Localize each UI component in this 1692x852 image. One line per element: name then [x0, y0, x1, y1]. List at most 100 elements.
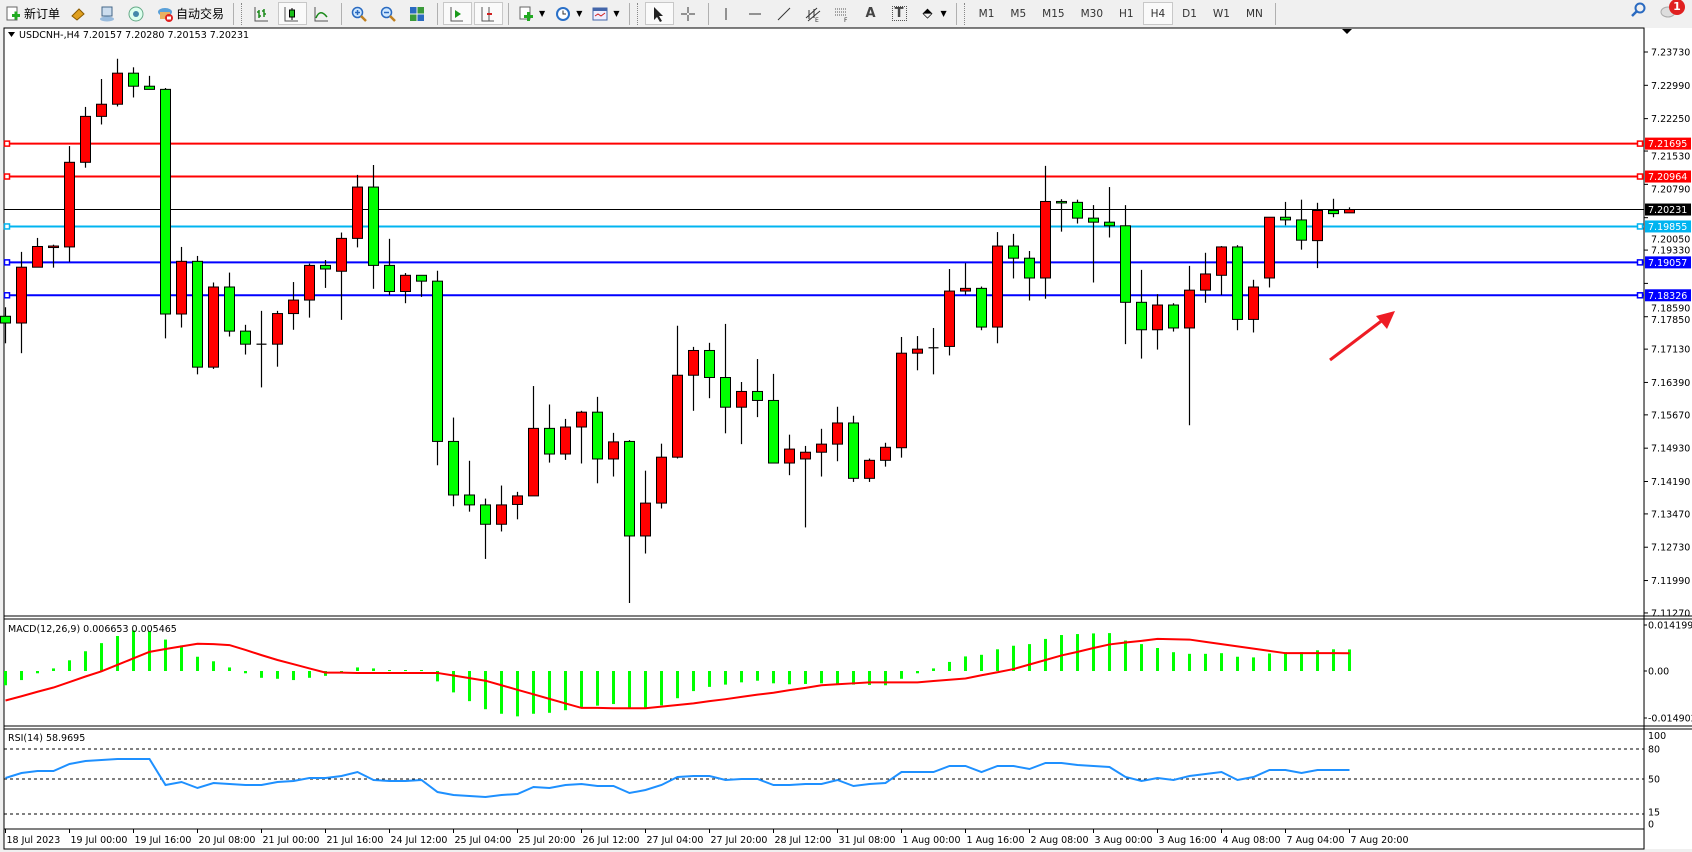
candle[interactable] — [896, 336, 907, 458]
rsi-pane[interactable]: 100 80 50 150 — [4, 731, 1666, 831]
candle[interactable] — [1072, 199, 1083, 224]
equidistant-channel-button[interactable]: E — [801, 2, 828, 25]
candle[interactable] — [656, 443, 667, 509]
line-handle[interactable] — [3, 259, 11, 266]
candle[interactable] — [192, 255, 203, 375]
candle[interactable] — [512, 491, 523, 520]
candle[interactable] — [496, 485, 507, 532]
candle[interactable] — [1264, 216, 1275, 288]
candle[interactable] — [1040, 165, 1051, 299]
candle[interactable] — [16, 251, 27, 354]
line-handle[interactable] — [1636, 259, 1644, 266]
candlestick-button[interactable] — [278, 2, 308, 25]
candle[interactable] — [240, 324, 251, 355]
zoom-out-button[interactable] — [376, 2, 403, 25]
chart-shift-marker-icon[interactable] — [1342, 29, 1352, 34]
timeframe-m15[interactable]: M15 — [1042, 7, 1065, 20]
candle[interactable] — [960, 263, 971, 295]
candle[interactable] — [0, 307, 11, 344]
line-handle[interactable] — [3, 173, 11, 180]
signals-button[interactable] — [124, 2, 151, 25]
candle[interactable] — [816, 428, 827, 477]
chart-shift-button[interactable] — [474, 2, 504, 25]
candle[interactable] — [800, 445, 811, 528]
line-handle[interactable] — [3, 140, 11, 147]
candle[interactable] — [416, 274, 427, 297]
text-button[interactable]: A — [859, 2, 886, 25]
candle[interactable] — [912, 336, 923, 371]
candle[interactable] — [544, 404, 555, 463]
auto-scroll-button[interactable] — [443, 2, 473, 25]
candle[interactable] — [1152, 294, 1163, 350]
candle[interactable] — [352, 174, 363, 248]
candle[interactable] — [256, 310, 267, 388]
candle[interactable] — [864, 458, 875, 482]
new-order-button[interactable]: 新订单 — [1, 2, 64, 25]
candle[interactable] — [1216, 246, 1227, 296]
candle[interactable] — [688, 346, 699, 411]
candle[interactable] — [704, 342, 715, 399]
price-pane[interactable]: 7.23730 7.22990 7.22250 7.21530 7.20790 7.200… — [0, 28, 1692, 828]
bar-chart-button[interactable] — [249, 2, 276, 25]
template-dropdown[interactable]: ▼ — [588, 2, 623, 25]
line-handle[interactable] — [1636, 173, 1644, 180]
candle[interactable] — [1168, 303, 1179, 332]
timeframe-h4[interactable]: H4 — [1142, 2, 1174, 25]
candle[interactable] — [176, 246, 187, 328]
candle[interactable] — [928, 327, 939, 375]
new-chart-dropdown[interactable]: ▼ — [514, 2, 549, 25]
candle[interactable] — [560, 418, 571, 460]
candle[interactable] — [1104, 187, 1115, 238]
candle[interactable] — [576, 410, 587, 464]
search-icon[interactable] — [1630, 2, 1646, 18]
toolbar-grip[interactable] — [636, 2, 641, 25]
candle[interactable] — [528, 386, 539, 497]
timeframe-w1[interactable]: W1 — [1212, 7, 1230, 20]
candle[interactable] — [64, 146, 75, 262]
toolbar-grip[interactable] — [241, 2, 245, 25]
candle[interactable] — [1008, 233, 1019, 279]
candle[interactable] — [736, 381, 747, 445]
candle[interactable] — [752, 359, 763, 418]
market-watch-button[interactable] — [66, 2, 93, 25]
line-handle[interactable] — [1636, 223, 1644, 230]
cursor-button[interactable] — [644, 2, 674, 25]
time-axis[interactable]: 18 Jul 2023 19 Jul 00:00 19 Jul 16:00 20 Ju… — [4, 828, 1644, 846]
auto-trading-button[interactable]: 自动交易 — [153, 2, 228, 25]
candle[interactable] — [1184, 265, 1195, 426]
candle[interactable] — [624, 440, 635, 604]
arrow-annotation[interactable] — [1329, 317, 1385, 362]
candle[interactable] — [848, 415, 859, 482]
chart-menu-triangle-icon[interactable] — [8, 32, 15, 37]
candle[interactable] — [880, 442, 891, 467]
candle[interactable] — [48, 244, 59, 268]
candle[interactable] — [368, 165, 379, 289]
candle[interactable] — [1232, 245, 1243, 331]
candle[interactable] — [480, 498, 491, 559]
candle[interactable] — [784, 434, 795, 476]
candle[interactable] — [400, 273, 411, 304]
candle[interactable] — [1088, 205, 1099, 283]
candle[interactable] — [672, 325, 683, 459]
candle[interactable] — [96, 79, 107, 125]
candle[interactable] — [448, 417, 459, 507]
text-label-button[interactable]: T — [888, 2, 914, 25]
fibonacci-button[interactable]: F — [830, 2, 857, 25]
horizontal-line-button[interactable] — [743, 2, 770, 25]
line-handle[interactable] — [1636, 292, 1644, 299]
macd-pane[interactable]: 0.014199 0.00 -0.014902 — [4, 621, 1692, 725]
candle[interactable] — [128, 67, 139, 98]
candle[interactable] — [208, 282, 219, 369]
candle[interactable] — [1296, 199, 1307, 250]
timeframe-mn[interactable]: MN — [1245, 7, 1263, 20]
candle[interactable] — [992, 232, 1003, 344]
candle[interactable] — [432, 270, 443, 466]
candle[interactable] — [112, 58, 123, 107]
vertical-line-button[interactable] — [714, 2, 741, 25]
candle[interactable] — [384, 238, 395, 296]
timeframe-d1[interactable]: D1 — [1182, 7, 1197, 20]
navigator-button[interactable] — [95, 2, 122, 25]
candle[interactable] — [832, 406, 843, 462]
candle[interactable] — [144, 75, 155, 90]
tile-windows-button[interactable] — [405, 2, 432, 25]
